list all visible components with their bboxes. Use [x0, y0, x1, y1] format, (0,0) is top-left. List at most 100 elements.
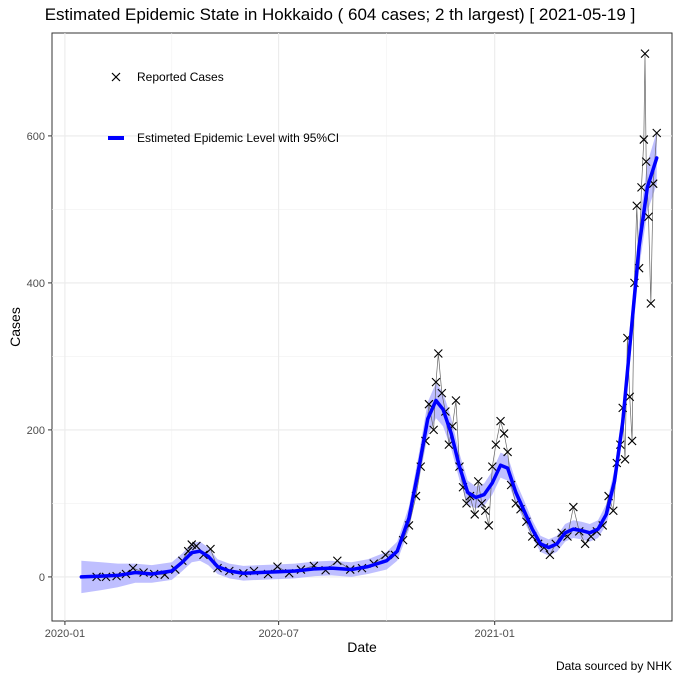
reported-case-mark-b	[480, 506, 490, 516]
reported-case-mark-b	[496, 416, 505, 426]
reported-case-mark-b	[192, 541, 201, 551]
reported-case-mark-b	[491, 440, 501, 449]
reported-case-mark-b	[206, 544, 215, 554]
reported-case-point	[632, 201, 642, 211]
y-tick-label: 200	[27, 425, 45, 437]
reported-case-point	[545, 550, 555, 560]
reported-case-mark-b	[545, 550, 555, 560]
reported-case-point	[484, 521, 494, 530]
reported-case-point	[206, 544, 215, 554]
reported-case-mark-b	[640, 49, 650, 58]
y-tick-label: 0	[39, 572, 45, 584]
reported-case-point	[503, 447, 512, 457]
reported-case-point	[451, 396, 461, 405]
reported-case-point	[499, 429, 509, 438]
estimate-line	[79, 156, 659, 579]
reported-case-mark-b	[381, 550, 390, 560]
reported-case-mark-b	[580, 539, 590, 549]
reported-case-point	[644, 212, 653, 222]
reported-case-point	[273, 562, 282, 571]
reported-case-point	[627, 436, 637, 446]
chart-title: Estimated Epidemic State in Hokkaido ( 6…	[45, 5, 636, 24]
reported-case-point	[477, 499, 487, 508]
reported-case-mark-b	[637, 182, 646, 192]
reported-case-mark-b	[273, 562, 282, 571]
reported-case-mark-b	[563, 532, 572, 541]
reported-case-mark-b	[625, 392, 635, 402]
x-axis-label: Date	[347, 639, 377, 655]
legend: Reported Cases Estimeted Epidemic Level …	[108, 70, 339, 145]
reported-case-mark-b	[639, 135, 649, 144]
reported-case-mark-b	[424, 399, 434, 409]
reported-case-mark-b	[183, 546, 193, 556]
reported-case-mark-b	[433, 349, 443, 358]
reported-case-mark-b	[620, 454, 630, 464]
reported-case-point	[646, 299, 656, 308]
reported-case-point	[641, 157, 651, 167]
x-tick-label: 2020-07	[258, 628, 298, 640]
reported-case-mark-b	[499, 429, 509, 438]
y-tick-label: 600	[27, 131, 45, 143]
ci-band	[81, 131, 657, 594]
reported-case-mark-b	[451, 396, 461, 405]
reported-case-point	[480, 506, 490, 516]
reported-case-mark-b	[557, 528, 567, 538]
estimate-line-layer	[79, 156, 659, 579]
legend-label-estimate: Estimeted Epidemic Level with 95%CI	[137, 131, 339, 145]
reported-case-point	[640, 49, 650, 58]
x-tick-label: 2020-01	[45, 628, 85, 640]
reported-case-mark-b	[632, 201, 642, 211]
reported-case-point	[332, 556, 342, 566]
reported-case-mark-b	[477, 499, 487, 508]
reported-case-point	[473, 476, 483, 486]
reported-case-mark-b	[431, 377, 441, 387]
reported-case-point	[429, 425, 439, 435]
reported-case-mark-b	[484, 521, 494, 530]
reported-case-mark-b	[487, 462, 497, 472]
reported-case-mark-b	[608, 506, 618, 516]
reported-case-mark-b	[429, 425, 439, 435]
reported-case-mark-b	[332, 556, 342, 566]
ci-band-layer	[81, 131, 657, 594]
reported-case-mark-b	[568, 502, 578, 512]
y-tick-label: 400	[27, 278, 45, 290]
reported-case-mark-b	[652, 128, 662, 138]
reported-case-mark-b	[648, 179, 658, 189]
legend-label-reported: Reported Cases	[137, 70, 224, 84]
x-tick-label: 2021-01	[475, 628, 515, 640]
reported-case-mark-b	[646, 299, 656, 308]
reported-case-point	[433, 349, 443, 358]
reported-case-point	[608, 506, 618, 516]
reported-case-point	[496, 416, 505, 426]
x-axis-ticks: 2020-01 2020-07 2021-01	[45, 621, 515, 640]
reported-case-point	[128, 563, 138, 573]
reported-case-mark-b	[641, 157, 651, 167]
reported-case-mark-b	[627, 436, 637, 446]
reported-case-point	[462, 499, 471, 508]
reported-case-point	[431, 377, 441, 387]
reported-case-mark-b	[128, 563, 138, 573]
reported-case-point	[580, 539, 590, 549]
reported-case-mark-b	[187, 540, 197, 549]
reported-case-mark-b	[503, 447, 512, 457]
reported-case-point	[192, 541, 201, 551]
source-caption: Data sourced by NHK	[556, 659, 672, 673]
reported-case-mark-b	[437, 388, 447, 398]
legend-marker-reported	[111, 72, 121, 82]
reported-case-point	[637, 182, 646, 192]
reported-case-point	[620, 454, 630, 464]
reported-case-point	[187, 540, 197, 549]
reported-case-mark-b	[470, 510, 480, 519]
reported-case-mark-b	[473, 476, 483, 486]
reported-case-point	[652, 128, 662, 138]
reported-case-point	[487, 462, 497, 472]
y-axis-label: Cases	[7, 307, 23, 347]
reported-case-point	[491, 440, 501, 449]
y-axis-ticks: 0 200 400 600	[27, 131, 52, 584]
reported-case-mark-b	[644, 212, 653, 222]
reported-case-point	[470, 510, 480, 519]
reported-case-mark-b	[462, 499, 471, 508]
reported-case-point	[437, 388, 447, 398]
reported-case-point	[568, 502, 578, 512]
